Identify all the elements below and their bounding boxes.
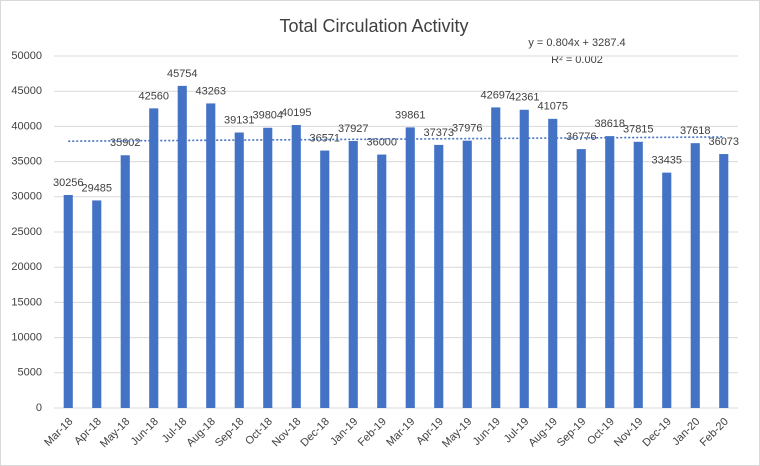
y-tick-label: 45000 (11, 85, 42, 97)
data-label: 37618 (680, 125, 711, 137)
bar (120, 155, 130, 408)
bar (576, 149, 586, 408)
data-label: 37976 (452, 123, 483, 135)
data-label: 39131 (224, 114, 255, 126)
bar (405, 127, 415, 408)
bar (605, 136, 615, 408)
bar (548, 118, 558, 408)
data-label: 42560 (138, 90, 169, 102)
y-tick-label: 20000 (11, 261, 42, 273)
trendline-r2: R² = 0.002 (551, 54, 603, 66)
bar (348, 140, 358, 408)
bar (434, 144, 444, 408)
bar (462, 140, 472, 408)
bar (291, 125, 301, 409)
trendline (68, 136, 724, 142)
y-tick-label: 0 (36, 402, 42, 414)
data-label: 45754 (167, 68, 198, 80)
data-label: 42697 (480, 89, 511, 101)
bar (92, 200, 102, 408)
trendline-equation: y = 0.804x + 3287.4 (528, 37, 625, 49)
y-tick-label: 5000 (18, 367, 42, 379)
data-label: 33435 (651, 155, 682, 167)
data-label: 40195 (281, 107, 312, 119)
bar (719, 154, 729, 408)
data-label: 39861 (395, 109, 426, 121)
data-label: 41075 (537, 101, 568, 113)
bar (377, 154, 387, 408)
y-tick-label: 15000 (11, 296, 42, 308)
bar (491, 107, 501, 408)
bar (690, 143, 700, 408)
y-tick-label: 50000 (11, 50, 42, 62)
data-label: 36776 (566, 131, 597, 143)
data-label: 35902 (110, 137, 141, 149)
y-tick-label: 40000 (11, 120, 42, 132)
bar (263, 127, 273, 408)
data-label: 36000 (366, 136, 397, 148)
y-tick-label: 35000 (11, 156, 42, 168)
bar (662, 172, 672, 408)
y-tick-label: 30000 (11, 191, 42, 203)
y-tick-label: 10000 (11, 332, 42, 344)
bar (234, 132, 244, 408)
data-label: 39804 (252, 110, 283, 122)
y-tick-label: 25000 (11, 226, 42, 238)
bar (149, 108, 159, 409)
data-label: 29485 (81, 182, 112, 194)
data-label: 36073 (708, 136, 739, 148)
bar (206, 103, 216, 409)
data-label: 43263 (195, 85, 226, 97)
data-label: 37927 (338, 123, 369, 135)
data-label: 36571 (309, 132, 340, 144)
chart-title: Total Circulation Activity (279, 16, 468, 36)
bar (177, 85, 187, 408)
data-label: 30256 (53, 177, 84, 189)
data-label: 38618 (594, 118, 625, 130)
bar (633, 141, 643, 408)
bar (320, 150, 330, 408)
data-label: 42361 (509, 92, 540, 104)
bar (519, 109, 529, 408)
bar (63, 194, 73, 408)
data-label: 37373 (423, 127, 454, 139)
data-label: 37815 (623, 124, 654, 136)
